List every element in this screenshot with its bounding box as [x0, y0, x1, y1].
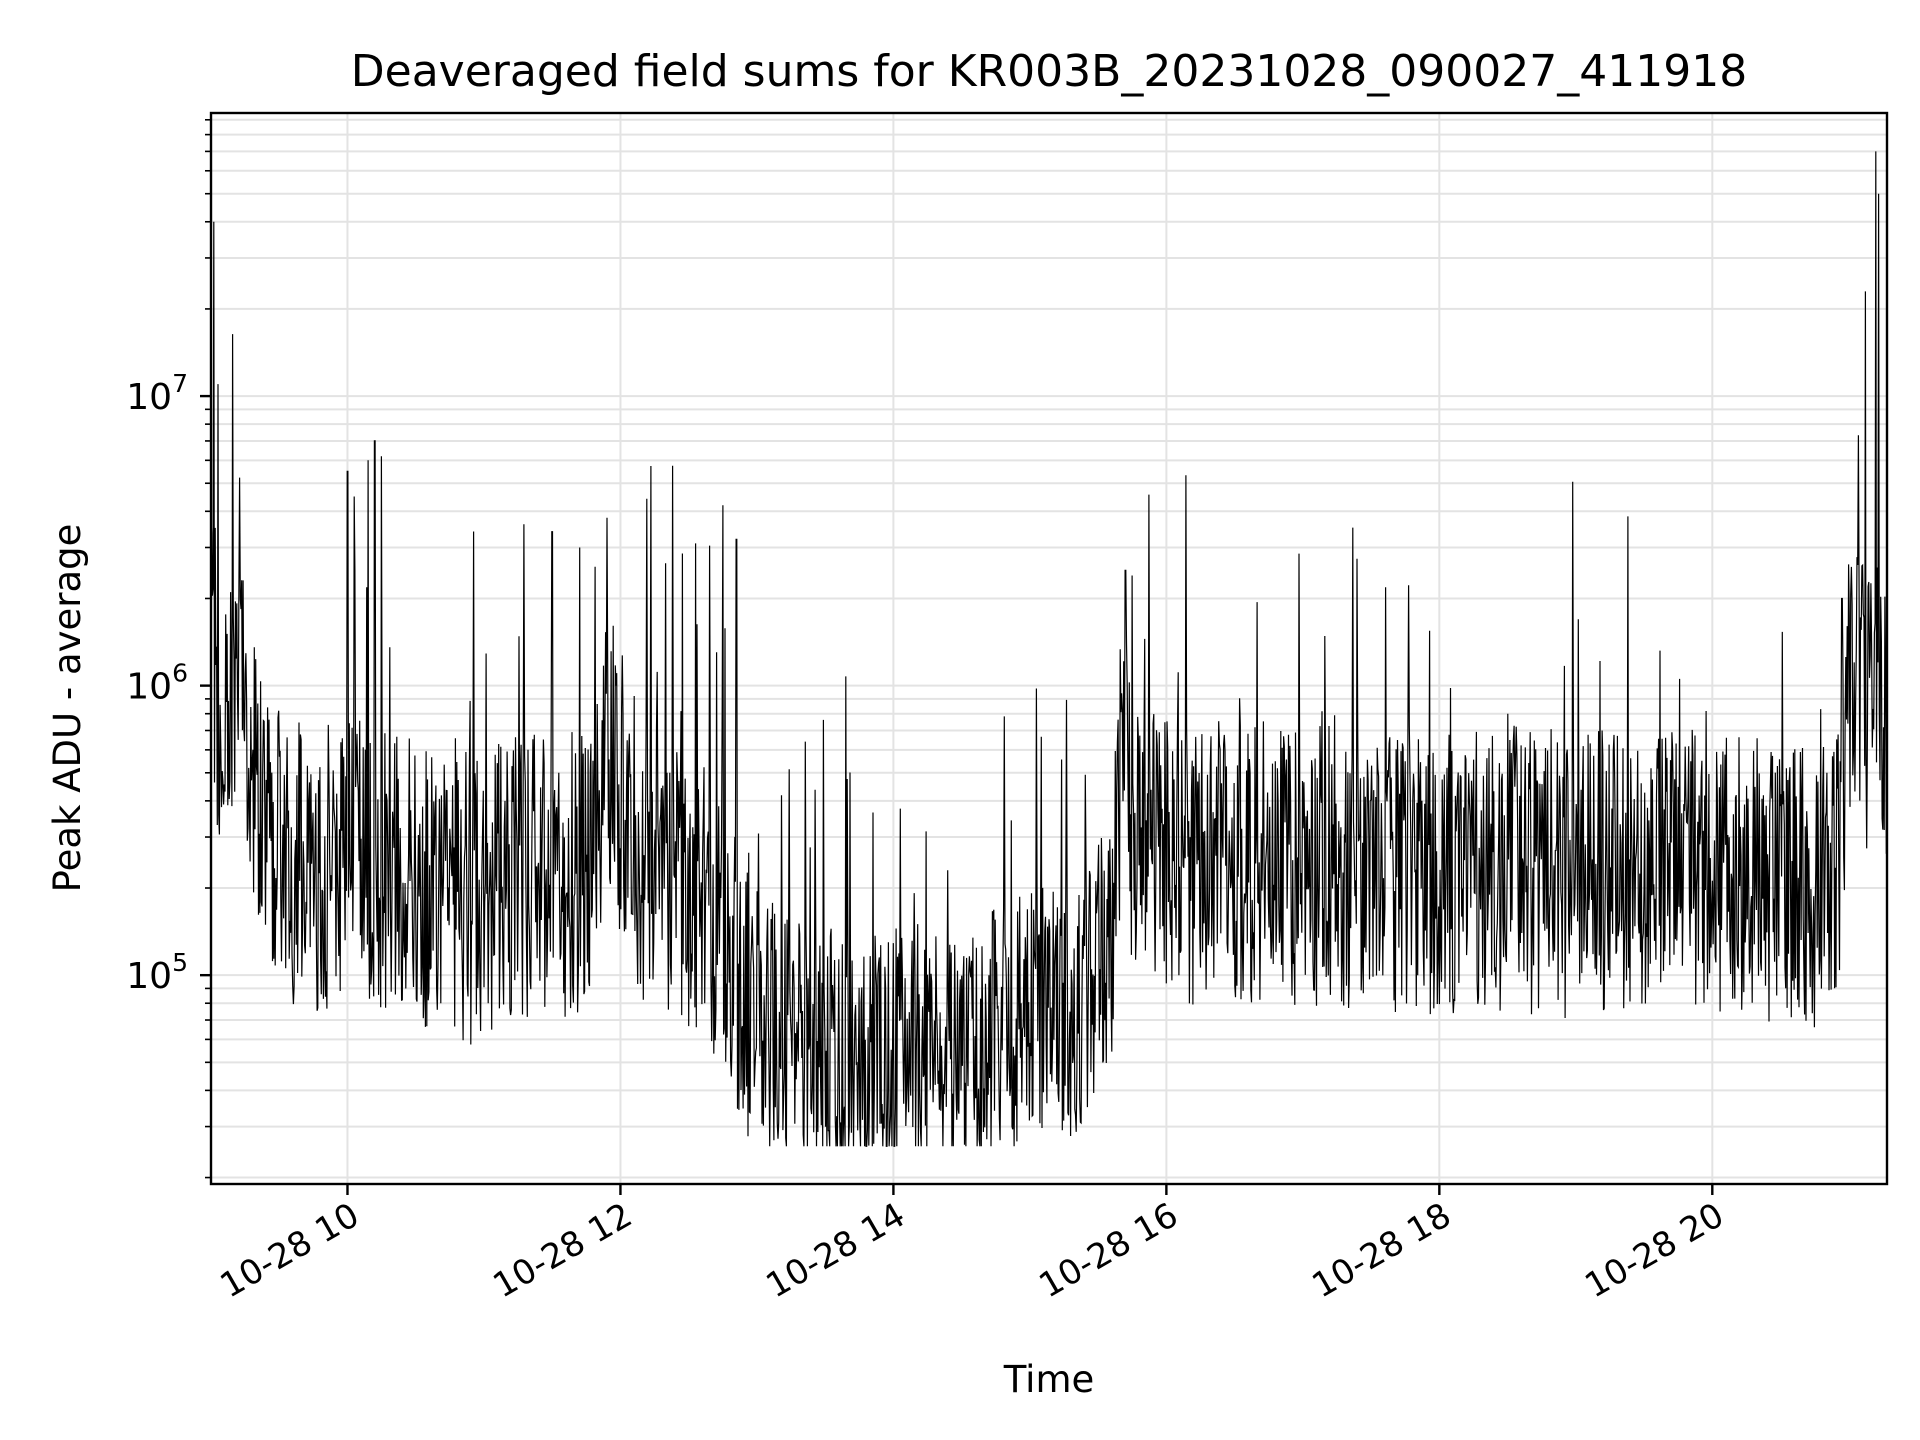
- y-tick-label: 107: [126, 369, 188, 418]
- y-tick-base: 10: [126, 667, 172, 708]
- x-axis-label: Time: [1003, 1358, 1095, 1401]
- data-line: [210, 151, 1888, 1147]
- plot-frame: [209, 111, 1889, 1186]
- y-axis-label: Peak ADU - average: [46, 524, 89, 893]
- y-tick-exponent: 6: [172, 659, 188, 688]
- y-tick-exponent: 7: [172, 369, 188, 398]
- series-line: [210, 151, 1888, 1147]
- y-tick-label: 106: [126, 659, 188, 708]
- y-tick-exponent: 5: [172, 948, 188, 977]
- y-tick-label: 105: [126, 948, 188, 997]
- chart-title: Deaveraged field sums for KR003B_2023102…: [351, 46, 1747, 97]
- y-tick-base: 10: [126, 377, 172, 418]
- y-tick-base: 10: [126, 956, 172, 997]
